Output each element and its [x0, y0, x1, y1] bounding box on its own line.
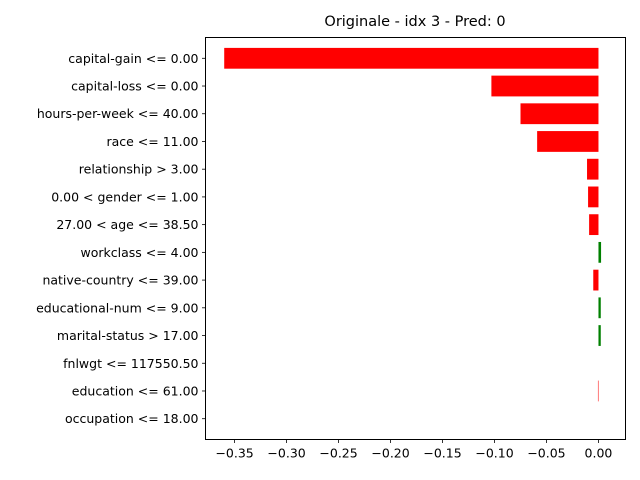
- x-tick-label-4: −0.15: [423, 446, 461, 461]
- x-tick-label-0: −0.35: [215, 446, 253, 461]
- bar-2: [520, 103, 599, 125]
- y-tick-label-13: occupation <= 18.00: [65, 411, 199, 426]
- y-tick-label-6: 27.00 < age <= 38.50: [56, 217, 198, 232]
- bar-4: [587, 158, 599, 180]
- y-tick-label-1: capital-loss <= 0.00: [71, 79, 198, 94]
- bar-5: [588, 186, 599, 208]
- chart-title: Originale - idx 3 - Pred: 0: [324, 14, 505, 30]
- y-tick-label-9: educational-num <= 9.00: [36, 300, 198, 315]
- y-tick-label-12: education <= 61.00: [72, 383, 199, 398]
- bar-1: [491, 75, 599, 97]
- x-tick-label-1: −0.30: [267, 446, 305, 461]
- y-tick-label-5: 0.00 < gender <= 1.00: [51, 189, 198, 204]
- y-tick-label-11: fnlwgt <= 117550.50: [63, 356, 198, 371]
- y-tick-label-4: relationship > 3.00: [79, 162, 199, 177]
- y-tick-label-3: race <= 11.00: [106, 134, 198, 149]
- y-axis-ticks: capital-gain <= 0.00 capital-loss <= 0.00…: [36, 51, 206, 426]
- x-tick-label-3: −0.20: [371, 446, 409, 461]
- bar-12: [597, 380, 599, 402]
- x-tick-label-6: −0.05: [527, 446, 565, 461]
- bars-group: [224, 47, 602, 402]
- x-tick-label-5: −0.10: [475, 446, 513, 461]
- bar-8: [593, 269, 599, 291]
- y-tick-label-10: marital-status > 17.00: [57, 328, 199, 343]
- y-tick-label-7: workclass <= 4.00: [80, 245, 198, 260]
- bar-6: [589, 214, 599, 236]
- y-tick-label-8: native-country <= 39.00: [42, 273, 198, 288]
- x-tick-label-7: 0.00: [585, 446, 613, 461]
- y-tick-label-2: hours-per-week <= 40.00: [37, 106, 199, 121]
- bar-9: [598, 297, 601, 319]
- y-tick-label-0: capital-gain <= 0.00: [68, 51, 198, 66]
- x-tick-label-2: −0.25: [319, 446, 357, 461]
- x-axis-ticks: −0.35 −0.30 −0.25 −0.20 −0.15 −0.10 −0.05 0.00: [215, 439, 613, 461]
- bar-0: [224, 47, 599, 69]
- bar-10: [598, 325, 601, 346]
- plot-frame: [205, 37, 626, 440]
- bar-3: [537, 131, 599, 152]
- bar-7: [598, 241, 602, 263]
